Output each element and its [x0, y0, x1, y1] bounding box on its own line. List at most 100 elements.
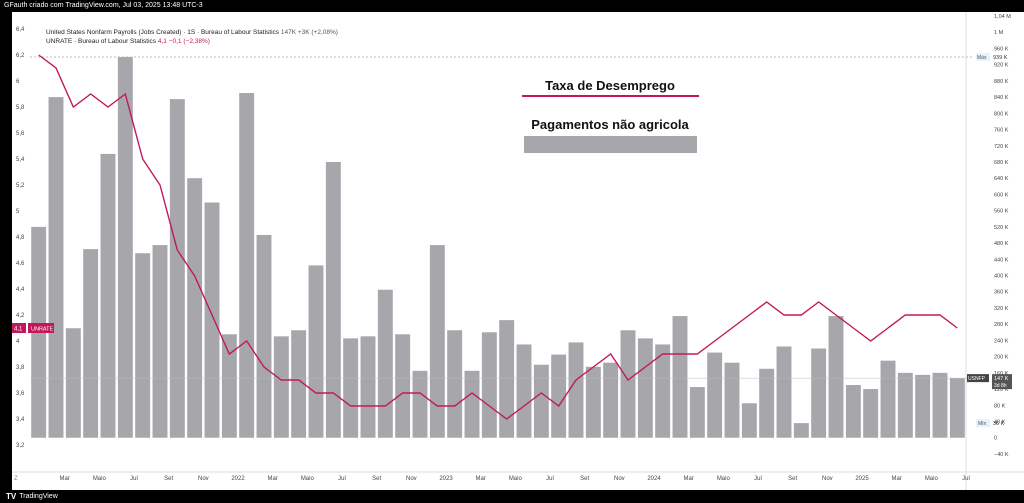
left-axis-tick: 3,4 [16, 417, 25, 423]
right-axis-tick: 440 K [994, 257, 1009, 263]
tradingview-brand[interactable]: TradingView [19, 493, 58, 500]
usnfp-value-badge [992, 374, 1012, 390]
nfp-bar [447, 330, 463, 438]
x-axis-tick: Mar [267, 476, 277, 482]
x-axis-tick: Jul [962, 476, 970, 482]
max-label: Máx [977, 55, 987, 61]
nfp-bar [221, 334, 237, 438]
x-axis-tick: 2022 [231, 476, 245, 482]
right-axis-tick: 520 K [994, 225, 1009, 231]
left-axis-tick: 5,8 [16, 105, 25, 111]
tradingview-logo-icon[interactable]: TV [6, 492, 17, 501]
nfp-bar [412, 370, 428, 438]
nfp-bar [273, 336, 289, 438]
nfp-bar [291, 330, 307, 438]
nfp-bar [620, 330, 636, 438]
nfp-bar [551, 354, 567, 438]
nfp-bar [239, 93, 255, 438]
min-badge [976, 419, 990, 428]
right-axis-tick: 80 K [994, 403, 1006, 409]
nfp-bar [603, 362, 619, 438]
nfp-bar [880, 360, 896, 438]
legend-unrate-values: 4,1 −0,1 (−2,38%) [157, 38, 210, 45]
x-axis-tick: Mar [59, 476, 69, 482]
legend-unrate[interactable]: UNRATE · Bureau of Labour Statistics 4,1… [46, 37, 338, 46]
right-axis-tick: 720 K [994, 144, 1009, 150]
chart-author-title: GFauth criado com TradingView.com, Jul 0… [4, 2, 203, 9]
nfp-bar [568, 342, 584, 438]
usnfp-name-badge [967, 374, 989, 383]
nfp-bar [811, 348, 827, 438]
x-axis-tick: Mar [891, 476, 901, 482]
nfp-bar [724, 362, 740, 438]
nfp-bar [793, 423, 809, 438]
right-axis-tick: −40 K [994, 452, 1009, 458]
nfp-bar [204, 202, 220, 438]
nfp-bar [776, 346, 792, 438]
nfp-bar [932, 372, 948, 438]
annotation-unemployment: Taxa de Desemprego [545, 78, 675, 93]
left-axis-tick: 6,2 [16, 53, 25, 59]
nfp-bar [672, 316, 688, 438]
right-axis-tick: 920 K [994, 63, 1009, 69]
right-axis-tick: 840 K [994, 95, 1009, 101]
unrate-value-badge [12, 323, 26, 333]
usnfp-time: 3d 8h [994, 383, 1007, 389]
right-axis-tick: 200 K [994, 355, 1009, 361]
nfp-bar [429, 245, 445, 438]
nfp-bar [325, 161, 341, 438]
left-axis-tick: 5,4 [16, 157, 25, 163]
nfp-bar [187, 178, 203, 438]
x-axis-tick: Maio [925, 476, 939, 482]
x-axis-tick: Maio [717, 476, 731, 482]
x-axis-tick: Mar [475, 476, 485, 482]
left-axis-tick: 5,2 [16, 183, 25, 189]
x-axis-tick: Mar [683, 476, 693, 482]
right-axis-tick: 960 K [994, 46, 1009, 52]
legend-unrate-name: UNRATE · Bureau of Labour Statistics [46, 38, 157, 45]
left-axis-tick: 6 [16, 79, 20, 85]
x-axis-tick: Set [788, 476, 797, 482]
nfp-bar [845, 385, 861, 438]
nfp-bar [65, 328, 81, 438]
annotation-payrolls: Pagamentos não agricola [531, 117, 689, 132]
right-axis-tick: 360 K [994, 290, 1009, 296]
left-axis-tick: 4,4 [16, 287, 25, 293]
nfp-bar [707, 352, 723, 438]
nfp-bar [585, 366, 601, 438]
right-axis-tick: 600 K [994, 192, 1009, 198]
nfp-bar [915, 374, 931, 438]
x-axis-tick: Maio [93, 476, 107, 482]
left-axis-tick: 3,8 [16, 365, 25, 371]
nfp-bar [897, 372, 913, 438]
right-axis-tick: 880 K [994, 79, 1009, 85]
right-axis-tick: 1 M [994, 30, 1004, 36]
nfp-bar [689, 387, 705, 438]
max-value: 939 K [993, 55, 1008, 61]
left-axis-tick: 3,2 [16, 443, 25, 449]
nfp-bar [828, 316, 844, 438]
max-badge [976, 52, 990, 61]
x-axis-tick: Set [164, 476, 173, 482]
x-axis-tick: Nov [614, 476, 625, 482]
right-axis-tick: 320 K [994, 306, 1009, 312]
chart-legend: United States Nonfarm Payrolls (Jobs Cre… [46, 28, 338, 46]
unrate-value-text: 4,1 [14, 327, 23, 333]
legend-nfp[interactable]: United States Nonfarm Payrolls (Jobs Cre… [46, 28, 338, 37]
chart-panel[interactable]: 6,4 6,2 6 5,8 5,6 5,4 5,2 5 4,8 4,6 4,4 4,2 4 3,8 3,6 3… [12, 12, 1024, 490]
x-axis-tick: Jul [338, 476, 346, 482]
nfp-bar [759, 368, 775, 438]
chart-svg[interactable]: 6,4 6,2 6 5,8 5,6 5,4 5,2 5 4,8 4,6 4,4 4,2 4 3,8 3,6 3… [12, 12, 1024, 490]
x-axis-tick: Set [580, 476, 589, 482]
unrate-name-badge [28, 323, 54, 333]
x-axis-tick: Maio [509, 476, 523, 482]
right-axis-tick: 680 K [994, 160, 1009, 166]
right-axis-tick: 120 K [994, 387, 1009, 393]
left-axis-tick: 5 [16, 209, 20, 215]
x-axis-tick: Jul [754, 476, 762, 482]
x-axis-tick: Nov [822, 476, 833, 482]
usnfp-value: 147 K [994, 376, 1009, 382]
nfp-bar [308, 265, 324, 438]
left-axis-tick: 4 [16, 339, 20, 345]
nfp-bar [343, 338, 359, 438]
